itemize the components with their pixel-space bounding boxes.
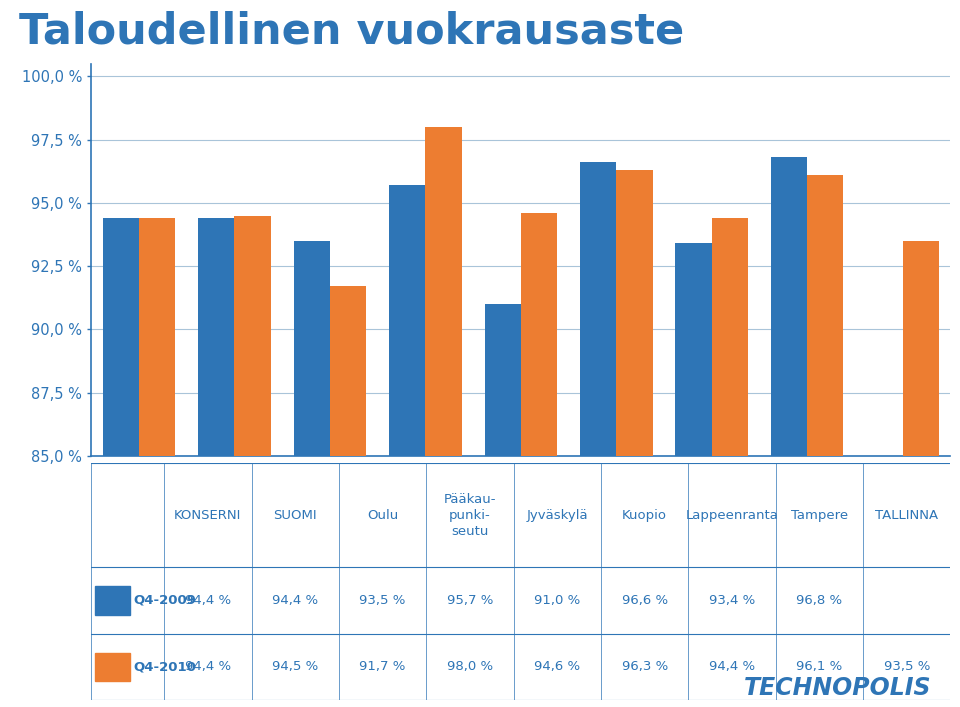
Text: 94,4 %: 94,4 % <box>708 660 756 673</box>
Text: SUOMI: SUOMI <box>274 509 317 522</box>
Bar <box>95 586 130 614</box>
Text: Oulu: Oulu <box>367 509 398 522</box>
Text: Kuopio: Kuopio <box>622 509 667 522</box>
Bar <box>103 218 139 707</box>
Text: 94,4 %: 94,4 % <box>185 660 231 673</box>
Text: 94,5 %: 94,5 % <box>272 660 319 673</box>
Text: Q4-2009: Q4-2009 <box>133 594 196 607</box>
Text: 94,4 %: 94,4 % <box>273 594 319 607</box>
Bar <box>902 241 939 707</box>
Bar <box>95 653 130 681</box>
Bar <box>198 218 234 707</box>
Bar <box>389 185 425 707</box>
Text: 91,7 %: 91,7 % <box>359 660 406 673</box>
Text: 91,0 %: 91,0 % <box>534 594 581 607</box>
Bar <box>234 216 271 707</box>
Text: 96,1 %: 96,1 % <box>796 660 843 673</box>
Text: 94,4 %: 94,4 % <box>185 594 231 607</box>
Text: TALLINNA: TALLINNA <box>876 509 938 522</box>
Bar <box>485 304 520 707</box>
Text: KONSERNI: KONSERNI <box>174 509 242 522</box>
Bar <box>139 218 176 707</box>
Bar <box>711 218 748 707</box>
Text: 96,6 %: 96,6 % <box>622 594 668 607</box>
Bar <box>771 157 807 707</box>
Bar <box>676 243 711 707</box>
Bar <box>294 241 330 707</box>
Bar <box>425 127 462 707</box>
Text: Taloudellinen vuokrausaste: Taloudellinen vuokrausaste <box>19 11 684 52</box>
Text: Jyväskylä: Jyväskylä <box>526 509 588 522</box>
Bar <box>330 286 366 707</box>
Text: Q4-2010: Q4-2010 <box>133 660 196 673</box>
Text: Lappeenranta: Lappeenranta <box>685 509 779 522</box>
Text: 95,7 %: 95,7 % <box>446 594 493 607</box>
Text: 93,4 %: 93,4 % <box>708 594 756 607</box>
Bar <box>580 163 616 707</box>
Text: 96,8 %: 96,8 % <box>796 594 843 607</box>
Bar <box>807 175 844 707</box>
Text: 93,5 %: 93,5 % <box>359 594 406 607</box>
Bar <box>520 213 557 707</box>
Bar <box>616 170 653 707</box>
Text: 93,5 %: 93,5 % <box>883 660 930 673</box>
Text: 94,6 %: 94,6 % <box>535 660 581 673</box>
Text: Tampere: Tampere <box>791 509 848 522</box>
Text: TECHNOPOLIS: TECHNOPOLIS <box>744 676 931 700</box>
Text: 96,3 %: 96,3 % <box>621 660 668 673</box>
Text: Pääkau-
punki-
seutu: Pääkau- punki- seutu <box>444 493 496 538</box>
Text: 98,0 %: 98,0 % <box>447 660 493 673</box>
